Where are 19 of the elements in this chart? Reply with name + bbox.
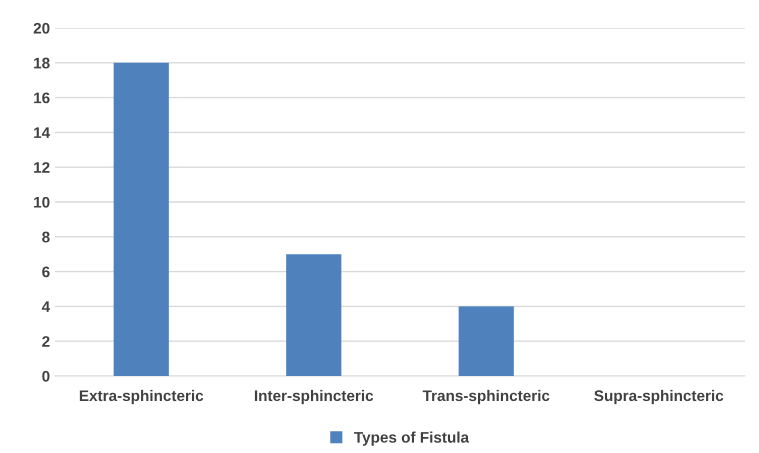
y-tick-label: 8 xyxy=(42,232,50,242)
y-tick-label: 12 xyxy=(34,162,50,173)
y-tick-label: 0 xyxy=(42,370,50,382)
bar xyxy=(286,254,342,376)
y-tick-label: 10 xyxy=(34,196,50,208)
y-tick-label: 20 xyxy=(34,22,50,34)
bar xyxy=(458,306,514,376)
y-tick-label: 16 xyxy=(34,92,50,104)
y-tick-label: 6 xyxy=(42,266,50,278)
x-tick-label: Extra-sphincteric xyxy=(80,390,204,404)
y-tick-label: 14 xyxy=(34,127,50,138)
x-tick-label: Supra-sphincteric xyxy=(594,390,724,404)
legend-label: Types of Fistula xyxy=(354,432,470,446)
x-tick-label: Trans-sphincteric xyxy=(422,390,550,404)
x-tick-label: Inter-sphincteric xyxy=(254,390,374,404)
y-tick-label: 18 xyxy=(34,58,50,68)
y-tick-label: 2 xyxy=(42,336,50,347)
bar xyxy=(114,62,169,376)
y-tick-label: 4 xyxy=(42,301,50,312)
